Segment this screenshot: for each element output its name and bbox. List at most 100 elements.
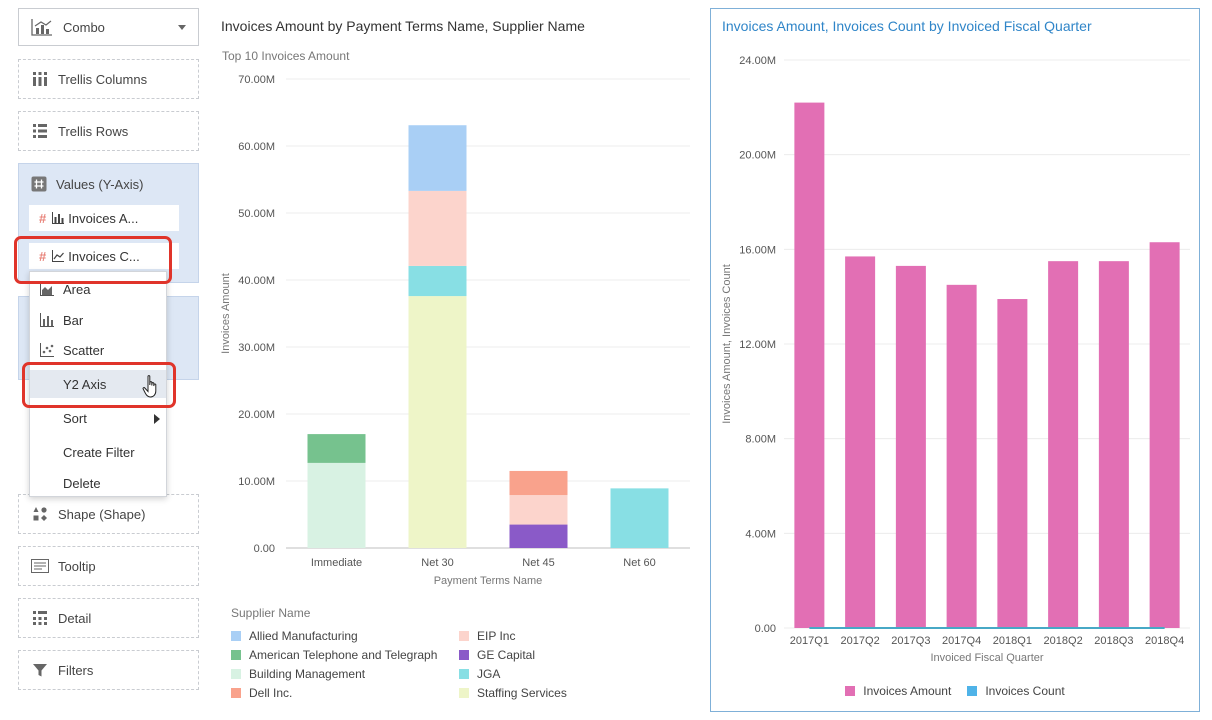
trellis-columns-drop[interactable]: Trellis Columns	[18, 59, 199, 99]
menu-item-label: Delete	[63, 476, 101, 491]
tooltip-drop[interactable]: Tooltip	[18, 546, 199, 586]
legend-swatch	[459, 669, 469, 679]
legend-swatch	[459, 650, 469, 660]
bar-segment	[409, 266, 467, 296]
legend-item[interactable]: GE Capital	[459, 647, 609, 662]
legend-swatch	[231, 688, 241, 698]
bar-segment	[510, 471, 568, 495]
menu-item-label: Scatter	[63, 343, 104, 358]
x-axis-label: Payment Terms Name	[434, 575, 543, 587]
legend-item[interactable]: Invoices Count	[967, 684, 1064, 698]
x-tick-label: 2017Q4	[942, 635, 981, 647]
bar	[896, 266, 926, 628]
legend-item[interactable]: JGA	[459, 666, 609, 681]
scatter-chart-icon	[40, 343, 54, 357]
chart2-legend: Invoices Amount Invoices Count	[712, 684, 1198, 698]
chart1-title: Invoices Amount by Payment Terms Name, S…	[221, 18, 585, 34]
y-tick-label: 40.00M	[238, 275, 275, 287]
chart1-plot: Top 10 Invoices Amount0.0010.00M20.00M30…	[212, 46, 697, 601]
chart-type-select[interactable]: Combo	[18, 8, 199, 46]
measure-hash-icon: #	[39, 211, 46, 226]
trellis-columns-label: Trellis Columns	[58, 72, 147, 87]
menu-item-bar[interactable]: Bar	[30, 306, 166, 334]
bar-segment	[308, 434, 366, 463]
value-pill-label: Invoices A...	[68, 211, 138, 226]
y-tick-label: 12.00M	[739, 339, 776, 351]
y-tick-label: 50.00M	[238, 208, 275, 220]
legend-label: GE Capital	[477, 648, 535, 662]
legend-item[interactable]: Building Management	[231, 666, 459, 681]
x-axis-label: Invoiced Fiscal Quarter	[930, 652, 1043, 664]
legend-label: Dell Inc.	[249, 686, 292, 700]
bar	[794, 103, 824, 628]
bar-segment	[409, 125, 467, 191]
bar-segment	[611, 488, 669, 548]
chevron-right-icon	[154, 414, 160, 424]
detail-icon	[31, 610, 49, 626]
y-tick-label: 0.00	[755, 623, 776, 635]
detail-drop[interactable]: Detail	[18, 598, 199, 638]
y-tick-label: 30.00M	[238, 342, 275, 354]
combo-chart-icon	[31, 18, 53, 36]
shape-label: Shape (Shape)	[58, 507, 145, 522]
legend-item[interactable]: American Telephone and Telegraph	[231, 647, 459, 662]
y-tick-label: 20.00M	[739, 150, 776, 162]
filters-drop[interactable]: Filters	[18, 650, 199, 690]
legend-swatch	[459, 631, 469, 641]
menu-item-delete[interactable]: Delete	[30, 469, 166, 497]
bar-segment	[409, 191, 467, 266]
trellis-rows-icon	[31, 123, 49, 139]
chevron-down-icon	[178, 25, 186, 30]
y-tick-label: 20.00M	[238, 409, 275, 421]
tooltip-label: Tooltip	[58, 559, 96, 574]
values-header: Values (Y-Axis)	[31, 176, 143, 192]
bar-segment	[308, 463, 366, 548]
trellis-rows-label: Trellis Rows	[58, 124, 128, 139]
legend-label: EIP Inc	[477, 629, 515, 643]
legend-swatch	[459, 688, 469, 698]
menu-item-sort[interactable]: Sort	[30, 404, 166, 432]
trellis-columns-icon	[31, 71, 49, 87]
x-tick-label: 2017Q2	[841, 635, 880, 647]
trellis-rows-drop[interactable]: Trellis Rows	[18, 111, 199, 151]
funnel-icon	[31, 662, 49, 678]
shape-drop[interactable]: Shape (Shape)	[18, 494, 199, 534]
legend-item[interactable]: Allied Manufacturing	[231, 628, 459, 643]
x-tick-label: 2018Q2	[1044, 635, 1083, 647]
legend-label: Staffing Services	[477, 686, 567, 700]
x-tick-label: 2018Q4	[1145, 635, 1184, 647]
chart1-legend-title: Supplier Name	[231, 606, 611, 620]
bar	[845, 256, 875, 628]
x-tick-label: Net 60	[623, 557, 655, 569]
value-pill-invoices-amount[interactable]: # Invoices A...	[29, 205, 179, 231]
menu-item-label: Bar	[63, 313, 83, 328]
y-tick-label: 70.00M	[238, 74, 275, 86]
x-tick-label: 2018Q3	[1094, 635, 1133, 647]
x-tick-label: 2017Q1	[790, 635, 829, 647]
legend-item[interactable]: Staffing Services	[459, 685, 609, 700]
bar-segment	[409, 296, 467, 548]
x-tick-label: Immediate	[311, 557, 362, 569]
legend-swatch	[231, 669, 241, 679]
grammar-panel: Combo Trellis Columns Trellis Rows Value…	[0, 0, 205, 720]
x-tick-label: Net 45	[522, 557, 554, 569]
y-tick-label: 0.00	[254, 543, 275, 555]
tooltip-icon	[31, 558, 49, 574]
menu-item-label: Sort	[63, 411, 87, 426]
shape-icon	[31, 506, 49, 522]
x-tick-label: 2017Q3	[891, 635, 930, 647]
menu-item-label: Create Filter	[63, 445, 135, 460]
legend-label: Invoices Amount	[863, 684, 951, 698]
y-tick-label: 4.00M	[745, 528, 776, 540]
menu-item-scatter[interactable]: Scatter	[30, 336, 166, 364]
menu-item-create-filter[interactable]: Create Filter	[30, 438, 166, 466]
legend-item[interactable]: Invoices Amount	[845, 684, 951, 698]
y-tick-label: 16.00M	[739, 244, 776, 256]
values-header-label: Values (Y-Axis)	[56, 177, 143, 192]
legend-item[interactable]: EIP Inc	[459, 628, 609, 643]
bar	[1150, 242, 1180, 628]
legend-item[interactable]: Dell Inc.	[231, 685, 459, 700]
legend-label: Building Management	[249, 667, 365, 681]
legend-label: JGA	[477, 667, 500, 681]
detail-label: Detail	[58, 611, 91, 626]
